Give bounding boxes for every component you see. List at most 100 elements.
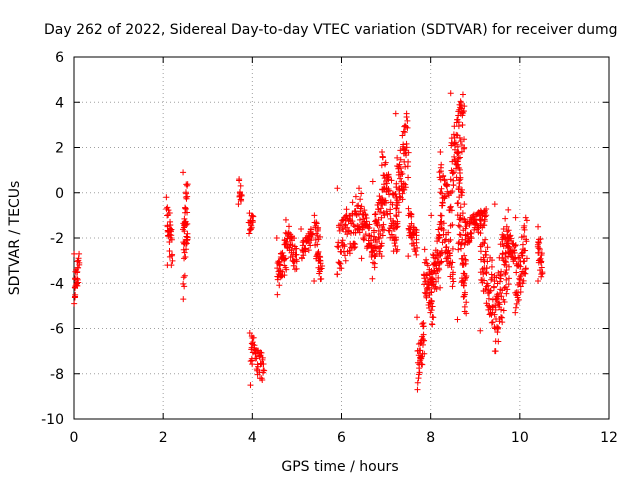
data-point (293, 251, 300, 258)
data-point (458, 192, 465, 199)
data-point (375, 234, 382, 241)
data-point (423, 294, 430, 301)
data-point (251, 342, 258, 349)
data-point (369, 178, 376, 185)
data-point (477, 230, 484, 237)
data-point (512, 214, 519, 221)
data-point (489, 257, 496, 264)
data-point (502, 271, 509, 278)
data-point (394, 218, 401, 225)
data-point (523, 255, 530, 262)
data-point (246, 230, 253, 237)
data-point (502, 254, 509, 261)
data-point (458, 99, 465, 106)
data-point (317, 233, 324, 240)
data-point (282, 255, 289, 262)
data-point (522, 247, 529, 254)
data-point (336, 260, 343, 267)
data-point (168, 226, 175, 233)
data-point (447, 90, 454, 97)
data-point (334, 271, 341, 278)
data-point (449, 259, 456, 266)
data-point (491, 278, 498, 285)
data-point (499, 231, 506, 238)
data-point (461, 201, 468, 208)
data-point (337, 260, 344, 267)
data-point (429, 303, 436, 310)
data-point (513, 269, 520, 276)
data-point (349, 218, 356, 225)
data-point (343, 206, 350, 213)
data-point (377, 243, 384, 250)
data-point (505, 243, 512, 250)
data-point (438, 212, 445, 219)
data-point (482, 269, 489, 276)
y-tick-label: -4 (50, 276, 64, 292)
data-point (184, 230, 191, 237)
data-point (355, 202, 362, 209)
data-point (181, 255, 188, 262)
data-point (395, 209, 402, 216)
data-point (484, 258, 491, 265)
data-point (497, 271, 504, 278)
data-point (461, 241, 468, 248)
data-point (281, 272, 288, 279)
data-point (259, 377, 266, 384)
data-point (358, 255, 365, 262)
data-point (261, 367, 268, 374)
data-point (317, 254, 324, 261)
data-point (249, 219, 256, 226)
data-point (428, 297, 435, 304)
data-point (448, 264, 455, 271)
data-point (412, 226, 419, 233)
data-point (538, 264, 545, 271)
data-point (403, 123, 410, 130)
data-point (414, 244, 421, 251)
data-point (459, 210, 466, 217)
data-point (168, 232, 175, 239)
data-point (424, 262, 431, 269)
data-point (535, 239, 542, 246)
data-point (167, 227, 174, 234)
data-point (379, 195, 386, 202)
data-point (492, 302, 499, 309)
data-point (451, 153, 458, 160)
data-point (354, 222, 361, 229)
data-point (456, 223, 463, 230)
data-point (483, 206, 490, 213)
data-point (181, 272, 188, 279)
data-point (456, 154, 463, 161)
data-point (500, 225, 507, 232)
axes: 0 2 4 6 8 10 12 -10 -8 -6 -4 -2 0 2 4 6 (41, 50, 618, 446)
data-point (502, 269, 509, 276)
data-point (182, 254, 189, 261)
data-point (392, 242, 399, 249)
data-point (166, 248, 173, 255)
x-tick-label: 12 (600, 430, 618, 446)
data-point (501, 284, 508, 291)
data-point (498, 306, 505, 313)
data-point (461, 252, 468, 259)
data-point (382, 199, 389, 206)
data-point (442, 193, 449, 200)
data-point (282, 216, 289, 223)
data-point (393, 224, 400, 231)
data-point (369, 248, 376, 255)
data-point (421, 246, 428, 253)
data-point (258, 349, 265, 356)
data-point (447, 252, 454, 259)
data-point (438, 258, 445, 265)
data-point (520, 269, 527, 276)
data-point (283, 266, 290, 273)
data-point (286, 223, 293, 230)
data-point (455, 246, 462, 253)
data-point (503, 290, 510, 297)
data-point (379, 226, 386, 233)
data-point (508, 237, 515, 244)
data-point (488, 319, 495, 326)
data-point (250, 213, 257, 220)
data-point (334, 243, 341, 250)
data-point (352, 241, 359, 248)
data-point (275, 258, 282, 265)
data-point (417, 354, 424, 361)
